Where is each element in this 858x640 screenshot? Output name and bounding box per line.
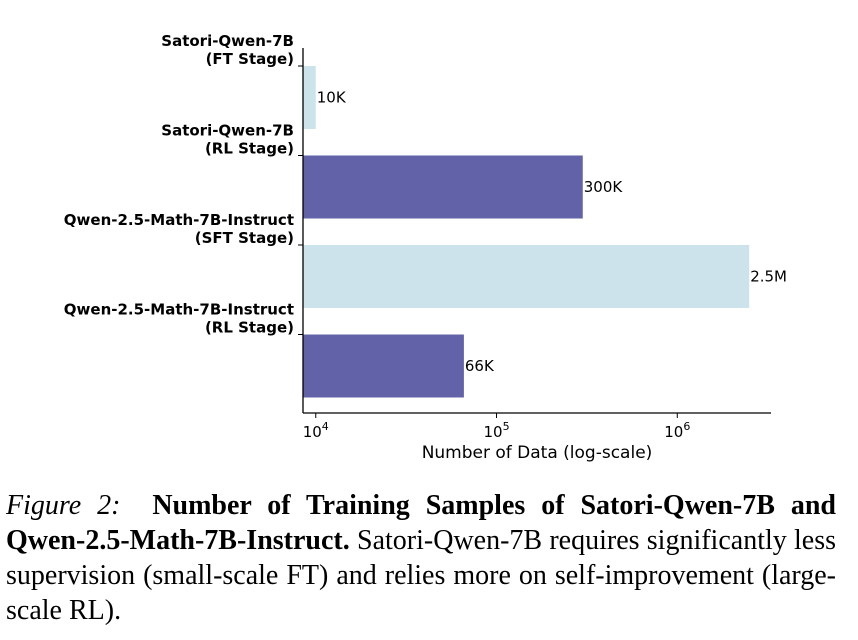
- value-label-2: 2.5M: [750, 268, 787, 286]
- x-axis-title: Number of Data (log-scale): [422, 443, 653, 463]
- x-tick-label-2: 106: [664, 420, 690, 441]
- value-label-1: 300K: [584, 178, 624, 196]
- caption-text: Satori-Qwen-7B requires significantly le…: [6, 525, 837, 626]
- figure-caption: Figure 2: Number of Training Samples of …: [6, 488, 836, 628]
- bar-2: [303, 245, 750, 308]
- x-tick-label-1: 105: [483, 420, 509, 441]
- x-ticks-layer: 104 105 106: [303, 413, 690, 441]
- category-label-2-line-1: (SFT Stage): [195, 229, 294, 247]
- category-label-0-line-0: Satori-Qwen-7B: [161, 32, 294, 50]
- category-label-3-line-0: Qwen-2.5-Math-7B-Instruct: [64, 301, 294, 319]
- x-tick-label-0: 104: [303, 420, 329, 441]
- bar-0: [303, 66, 316, 129]
- category-label-3-line-1: (RL Stage): [205, 319, 294, 337]
- category-label-2-line-0: Qwen-2.5-Math-7B-Instruct: [64, 211, 294, 229]
- value-label-3: 66K: [465, 357, 495, 375]
- category-label-1-line-1: (RL Stage): [205, 140, 294, 158]
- bar-3: [303, 334, 464, 398]
- bar-1: [303, 155, 583, 219]
- bars-layer: [303, 66, 750, 398]
- category-label-0-line-1: (FT Stage): [206, 50, 294, 68]
- caption-title: Number of Training Samples of Satori-Qwe…: [6, 490, 836, 556]
- value-label-0: 10K: [317, 89, 347, 107]
- caption-label: Figure 2:: [6, 490, 121, 521]
- category-label-1-line-0: Satori-Qwen-7B: [161, 122, 294, 140]
